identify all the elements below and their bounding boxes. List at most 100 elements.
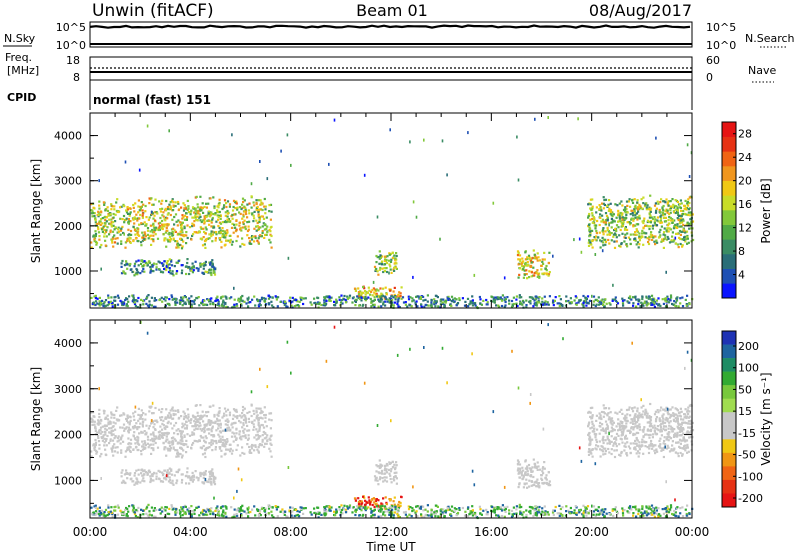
scatter-cell bbox=[636, 216, 639, 219]
scatter-cell bbox=[399, 292, 402, 295]
scatter-cell bbox=[167, 449, 170, 452]
scatter-cell bbox=[687, 198, 690, 201]
scatter-cell bbox=[655, 239, 658, 242]
scatter-cell bbox=[503, 305, 506, 308]
scatter-cell bbox=[111, 205, 114, 208]
scatter-cell bbox=[545, 303, 548, 306]
scatter-cell bbox=[525, 468, 529, 471]
scatter-cell bbox=[603, 198, 606, 202]
scatter-cell bbox=[239, 245, 242, 248]
scatter-cell bbox=[191, 216, 194, 219]
scatter-cell bbox=[340, 299, 344, 302]
scatter-cell bbox=[599, 416, 602, 419]
scatter-cell bbox=[116, 231, 119, 234]
scatter-cell bbox=[256, 205, 259, 208]
scatter-cell bbox=[384, 255, 387, 258]
scatter-cell bbox=[636, 450, 640, 453]
scatter-cell bbox=[176, 244, 179, 247]
scatter-cell bbox=[615, 438, 618, 441]
scatter-cell bbox=[94, 297, 97, 300]
scatter-cell bbox=[194, 216, 198, 219]
scatter-cell bbox=[172, 204, 175, 207]
scatter-cell bbox=[604, 243, 607, 246]
scatter-cell bbox=[154, 441, 157, 445]
nave-label: Nave bbox=[748, 64, 776, 77]
scatter-cell bbox=[142, 477, 145, 480]
scatter-cell bbox=[384, 464, 387, 467]
scatter-cell bbox=[659, 221, 662, 224]
scatter-cell bbox=[123, 429, 126, 432]
scatter-cell bbox=[596, 428, 599, 431]
scatter-cell bbox=[668, 298, 671, 301]
scatter-cell bbox=[253, 210, 256, 213]
scatter-cell bbox=[216, 209, 219, 212]
scatter-cell bbox=[615, 224, 619, 227]
station-title: Unwin (fitACF) bbox=[92, 1, 214, 21]
scatter-cell bbox=[213, 205, 216, 208]
scatter-cell bbox=[133, 301, 136, 304]
scatter-cell bbox=[623, 236, 626, 239]
scatter-cell bbox=[207, 210, 211, 213]
scatter-cell bbox=[124, 298, 127, 302]
scatter-cell bbox=[600, 302, 603, 305]
scatter-cell bbox=[375, 464, 378, 467]
scatter-cell bbox=[243, 452, 246, 455]
scatter-cell bbox=[638, 208, 641, 211]
scatter-cell bbox=[90, 411, 93, 414]
scatter-cell bbox=[125, 419, 129, 422]
scatter-cell bbox=[222, 445, 226, 448]
scatter-cell bbox=[430, 301, 433, 304]
scatter-cell bbox=[241, 412, 244, 415]
scatter-cell bbox=[165, 209, 168, 212]
scatter-cell bbox=[168, 269, 172, 272]
scatter-cell bbox=[635, 436, 638, 440]
scatter-cell bbox=[536, 461, 539, 464]
scatter-cell bbox=[196, 209, 199, 213]
scatter-cell bbox=[101, 228, 104, 231]
scatter-cell bbox=[151, 412, 154, 415]
scatter-cell bbox=[197, 267, 200, 270]
scatter-cell bbox=[395, 267, 398, 270]
scatter-cell bbox=[263, 197, 266, 201]
scatter-cell bbox=[157, 260, 160, 263]
scatter-cell bbox=[137, 468, 140, 471]
scatter-cell bbox=[641, 415, 644, 419]
scatter-cell bbox=[135, 477, 138, 480]
scatter-cell bbox=[251, 421, 254, 424]
scatter-cell bbox=[205, 411, 208, 414]
scatter-cell bbox=[218, 439, 221, 442]
scatter-cell bbox=[517, 467, 520, 470]
scatter-cell bbox=[137, 426, 140, 429]
scatter-cell bbox=[172, 441, 175, 444]
scatter-cell bbox=[201, 410, 204, 413]
scatter-cell bbox=[522, 475, 525, 478]
scatter-cell bbox=[101, 439, 104, 442]
scatter-cell bbox=[206, 446, 210, 449]
scatter-cell bbox=[340, 294, 343, 297]
scatter-cell bbox=[373, 475, 377, 478]
scatter-cell bbox=[192, 265, 195, 268]
scatter-cell bbox=[648, 227, 651, 231]
scatter-cell bbox=[415, 295, 418, 298]
scatter-cell bbox=[575, 302, 578, 305]
scatter-cell bbox=[253, 419, 256, 422]
scatter-cell bbox=[268, 238, 271, 241]
scatter-cell bbox=[638, 203, 641, 206]
scatter-cell bbox=[471, 295, 474, 298]
scatter-cell bbox=[256, 298, 259, 301]
scatter-cell bbox=[100, 303, 103, 306]
scatter-cell bbox=[602, 244, 605, 247]
scatter-cell bbox=[395, 295, 398, 298]
scatter-cell bbox=[259, 435, 262, 438]
scatter-cell-sparse bbox=[439, 237, 441, 241]
scatter-cell bbox=[684, 207, 687, 210]
scatter-cell bbox=[129, 419, 132, 422]
scatter-cell bbox=[691, 421, 694, 425]
scatter-cell bbox=[594, 238, 597, 241]
scatter-cell bbox=[213, 206, 216, 210]
scatter-cell bbox=[602, 233, 605, 236]
scatter-cell bbox=[534, 464, 537, 467]
scatter-cell bbox=[519, 267, 522, 270]
scatter-cell bbox=[241, 426, 244, 429]
scatter-cell bbox=[608, 451, 611, 454]
